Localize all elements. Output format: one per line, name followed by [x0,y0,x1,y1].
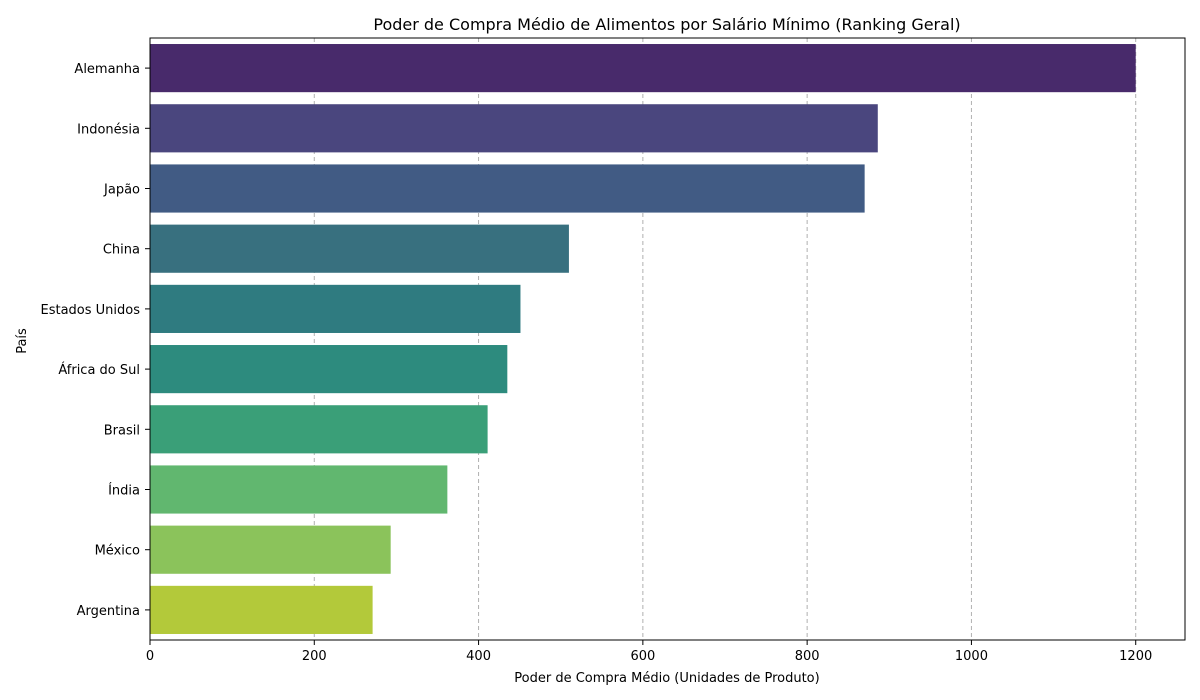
bar-indon-sia [150,104,878,153]
y-tick-label: Indonésia [77,122,140,137]
x-tick-label: 600 [630,649,655,664]
y-tick-label: China [103,243,140,258]
x-tick-label: 400 [466,649,491,664]
bar--frica-do-sul [150,345,508,394]
x-tick-label: 200 [302,649,327,664]
x-tick-label: 800 [795,649,820,664]
bar-brasil [150,405,488,454]
x-axis-label: Poder de Compra Médio (Unidades de Produ… [514,671,819,686]
bar-jap-o [150,164,865,213]
plot-frame [149,37,1186,641]
y-tick-label: México [95,544,140,559]
y-tick-label: Brasil [104,423,140,438]
bar-alemanha [150,44,1136,93]
bar-argentina [150,585,373,634]
axis-layer: 0 200 400 600 800 1000 1200 Alemanha Indonésia Ja… [40,37,1186,664]
y-tick-label: África do Sul [58,362,140,378]
bar--ndia [150,465,448,514]
y-tick-label: Índia [108,483,140,499]
y-axis-label: País [15,328,30,354]
x-tick-label: 0 [146,649,154,664]
y-tick-label: Alemanha [74,62,140,77]
bar-m-xico [150,525,391,574]
x-tick-label: 1200 [1119,649,1152,664]
bar-layer [150,44,1136,634]
bar-estados-unidos [150,284,521,333]
y-tick-label: Estados Unidos [40,303,140,318]
y-tick-label: Japão [103,183,140,198]
x-tick-label: 1000 [955,649,988,664]
bar-china [150,224,569,273]
chart-title: Poder de Compra Médio de Alimentos por S… [373,15,960,34]
y-tick-label: Argentina [77,604,140,619]
